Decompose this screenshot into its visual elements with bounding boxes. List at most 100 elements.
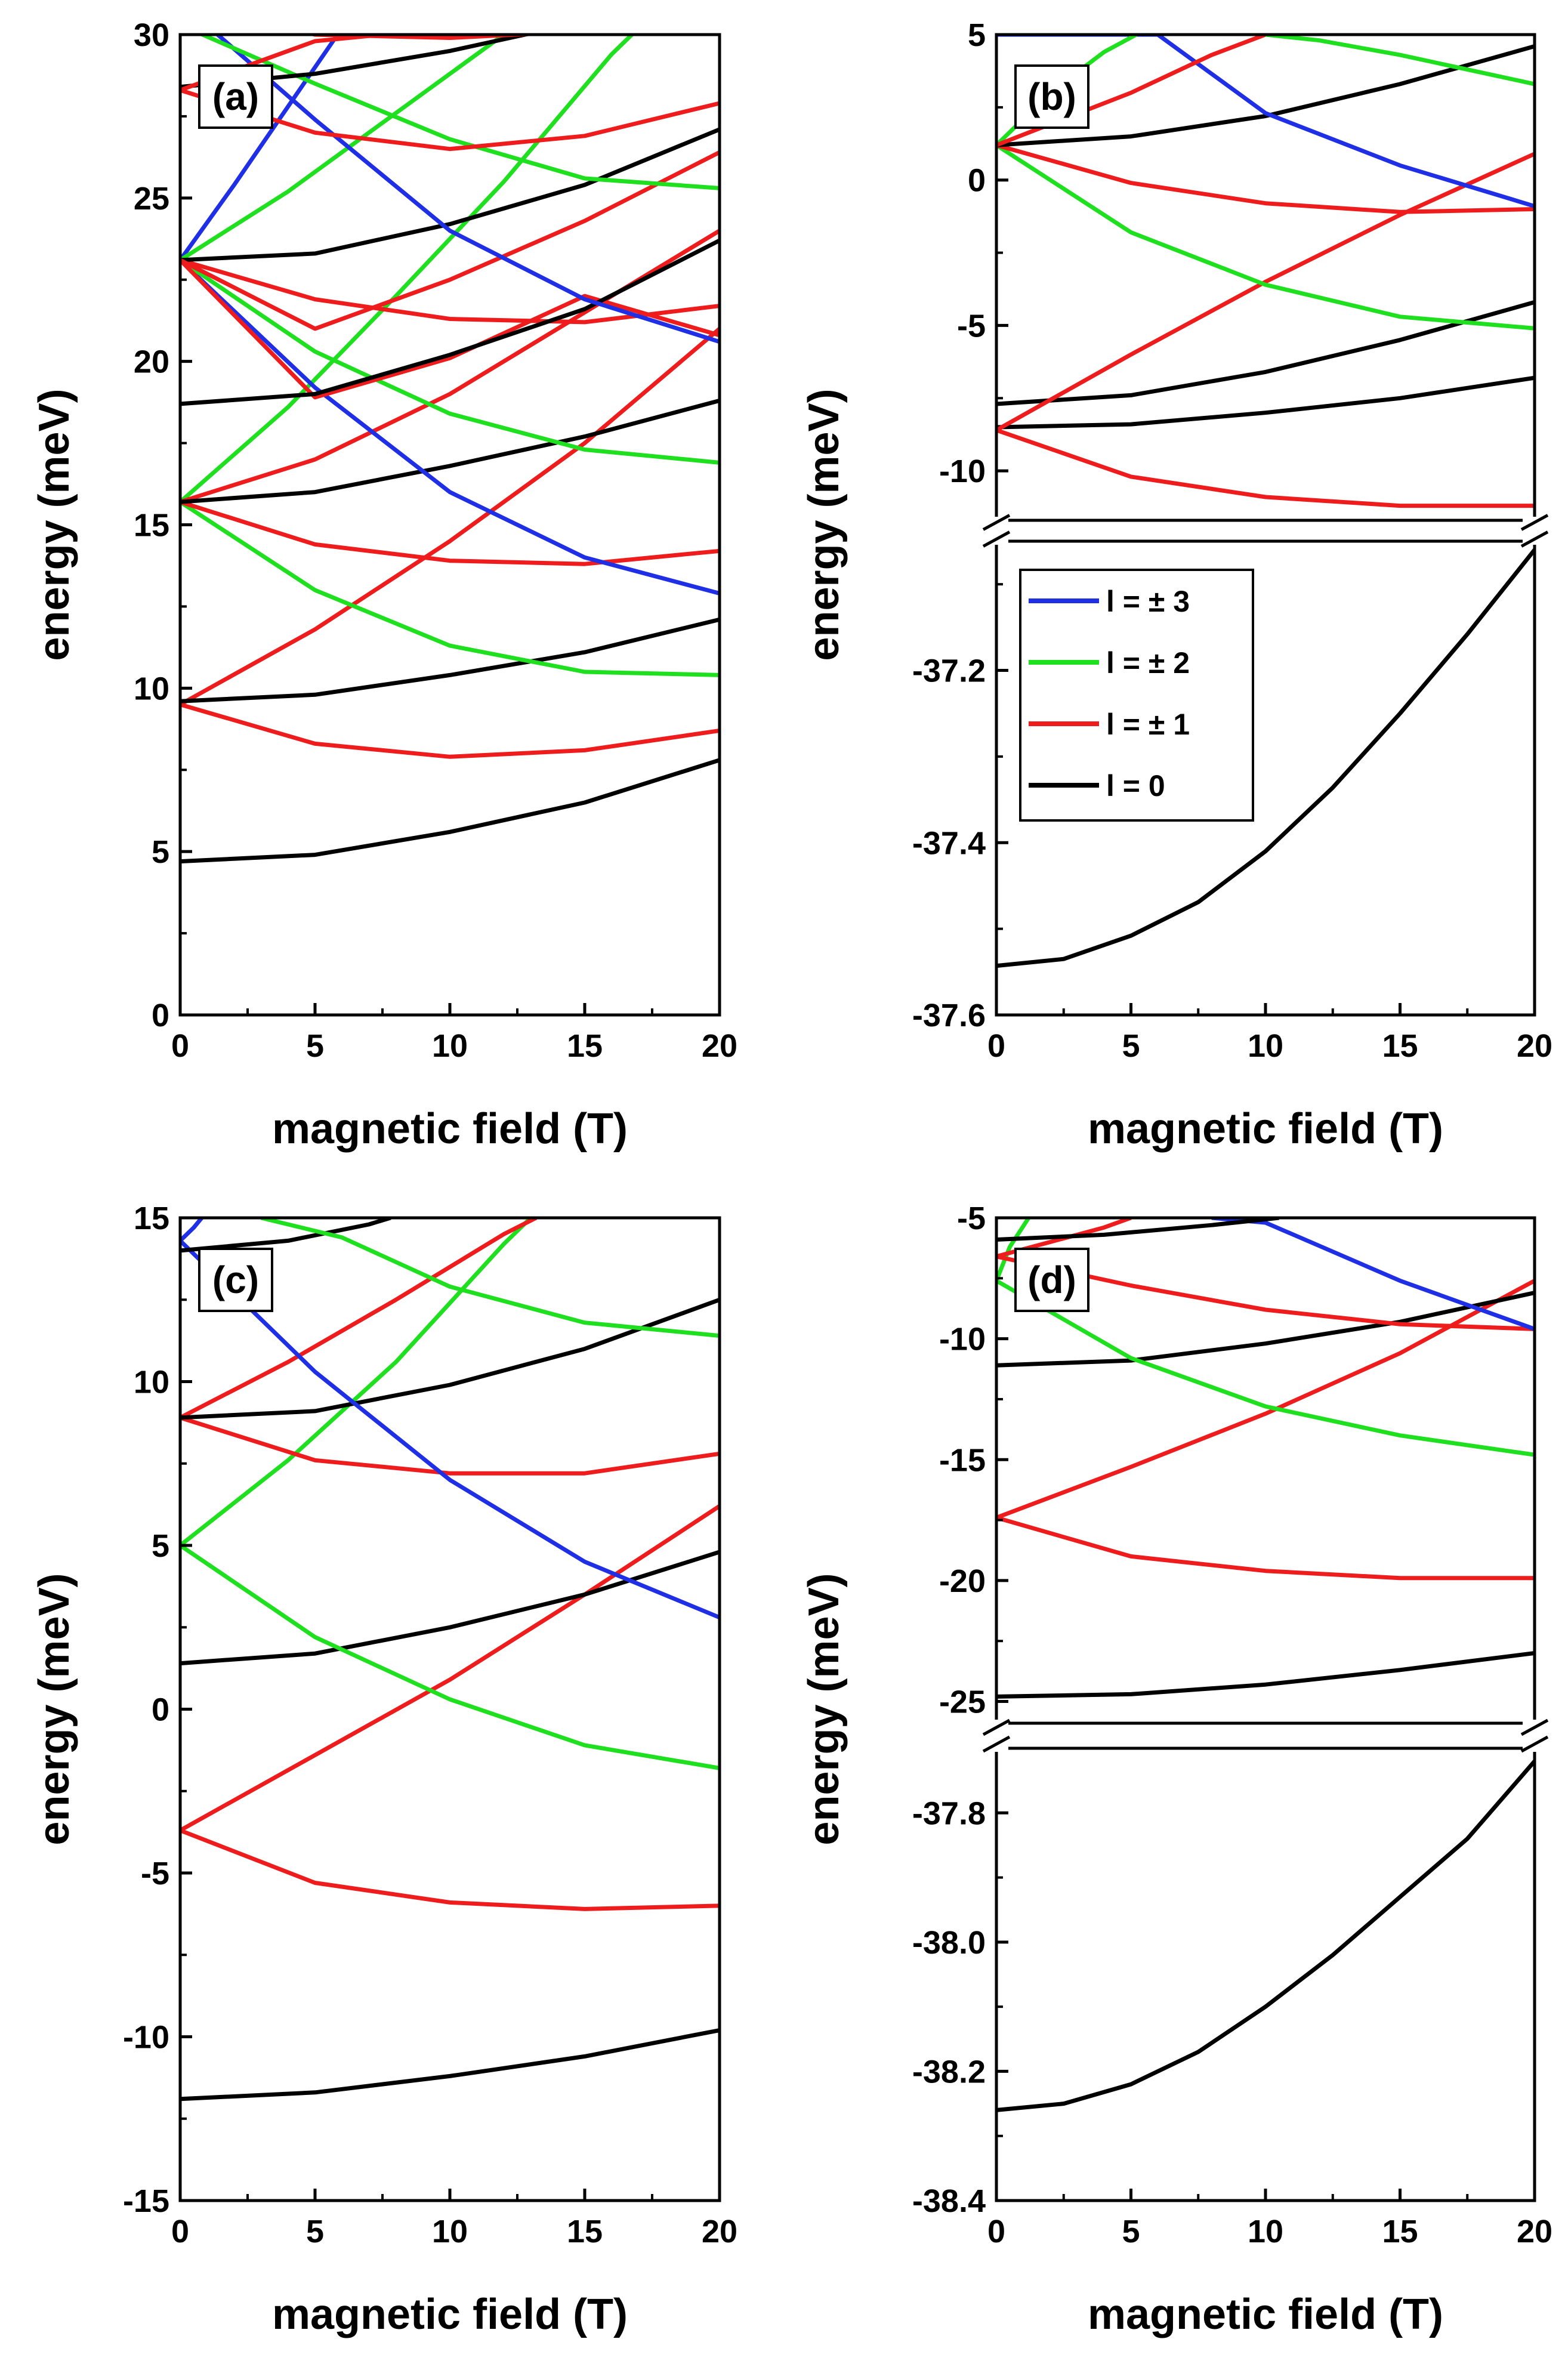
series-line-l2-19 (197, 35, 720, 190)
plot-frame (995, 1216, 1536, 2202)
series-line-l1-1 (180, 702, 720, 759)
y-tick-label: -37.4 (912, 825, 986, 861)
series-group (180, 1218, 720, 2102)
x-tick-label: 0 (987, 1028, 1005, 1064)
y-tick-label: -10 (939, 453, 986, 489)
x-tick-label: 15 (1382, 2214, 1418, 2249)
series-line-l2-5 (180, 1218, 533, 1547)
series-line-l2-12 (180, 35, 511, 262)
series-line-l1-3 (996, 428, 1535, 508)
panel-a: 0 5 10 15 20 magnetic field (T) 0 5 10 15 20 25 30 en… (30, 17, 737, 1153)
frame-upper (995, 1216, 1536, 1725)
x-tick-label: 0 (171, 1028, 189, 1064)
x-tick-label: 5 (1122, 1028, 1140, 1064)
series-line-l2-6 (996, 1218, 1031, 1282)
x-tick-label: 5 (1122, 2214, 1140, 2249)
y-tick-label: -10 (939, 1322, 986, 1357)
y-tick-label: -37.6 (912, 998, 986, 1033)
series-line-l0-4 (996, 1291, 1535, 1368)
frame-lower (995, 1748, 1536, 2202)
series-line-l2-5 (996, 143, 1535, 331)
x-tick-label: 15 (567, 1028, 603, 1064)
series-line-l2-11 (180, 258, 720, 465)
y-axis-title: energy (meV) (800, 1573, 848, 1845)
y-tick-label: -37.8 (912, 1795, 986, 1831)
series-line-l2-12 (260, 1218, 720, 1338)
series-line-l0-16 (180, 127, 720, 263)
series-line-l0-0 (996, 1760, 1535, 2112)
y-tick-label: -38.2 (912, 2054, 986, 2090)
series-line-l0-3 (180, 1550, 720, 1666)
y-tick-label: 30 (134, 17, 169, 53)
x-axis: 0 5 10 15 20 magnetic field (T) (987, 1003, 1552, 1153)
y-tick-label: -25 (939, 1684, 986, 1720)
axis-break-mark (1520, 514, 1549, 548)
y-tick-label: 5 (152, 834, 169, 870)
series-line-l0-2 (996, 300, 1535, 406)
y-tick-label: 25 (134, 181, 169, 217)
series-line-l1-2 (180, 1504, 720, 1832)
y-tick-label: 20 (134, 344, 169, 380)
panel-label-text: (b) (1027, 75, 1076, 118)
legend-item-l2: l = ± 2 (1029, 646, 1190, 680)
x-tick-label: 5 (306, 1028, 324, 1064)
series-line-l1-6 (180, 499, 720, 566)
series-line-l1-4 (996, 152, 1535, 432)
series-line-l1-6 (180, 1415, 720, 1476)
y-tick-label: 10 (134, 1365, 169, 1400)
y-tick-label: -37.2 (912, 653, 986, 689)
series-line-l0-0 (180, 758, 720, 864)
legend-item-l3: l = ± 3 (1029, 585, 1190, 618)
x-tick-label: 15 (567, 2214, 603, 2249)
y-tick-label: -5 (141, 1856, 169, 1891)
x-tick-label: 0 (171, 2214, 189, 2249)
axis-break-mark (1520, 1718, 1549, 1753)
x-tick-label: 20 (1517, 1028, 1552, 1064)
legend-label: l = ± 3 (1106, 585, 1190, 618)
panel-label: (c) (198, 1248, 273, 1312)
frame-upper (995, 33, 1536, 522)
x-tick-label: 20 (702, 2214, 737, 2249)
series-line-l1-17 (180, 150, 720, 331)
legend-item-l1: l = ± 1 (1029, 708, 1190, 741)
series-line-l1-2 (996, 1516, 1535, 1581)
series-group (180, 35, 720, 864)
x-axis-title: magnetic field (T) (1088, 2291, 1443, 2338)
series-line-l1-7 (180, 1218, 538, 1420)
y-axis-title: energy (meV) (800, 388, 848, 661)
series-line-l0-8 (180, 1298, 720, 1420)
series-line-l1-2 (180, 327, 720, 706)
y-tick-label: -20 (939, 1563, 986, 1599)
y-tick-label: 15 (134, 1201, 169, 1236)
y-tick-label: -10 (123, 2020, 169, 2056)
legend-item-l0: l = 0 (1029, 769, 1165, 803)
panel-label-text: (c) (212, 1258, 259, 1301)
y-tick-label: 0 (152, 1692, 169, 1728)
series-line-l3-8 (996, 35, 1535, 208)
y-tick-label: -38.4 (912, 2183, 986, 2219)
panel-b: 0 5 10 15 20 magnetic field (T) -10 -5 0 5 -37.6 -3… (800, 17, 1552, 1153)
series-line-l0-10 (996, 1218, 1279, 1242)
series-line-l0-1 (996, 375, 1535, 430)
y-axis-title: energy (meV) (30, 388, 78, 661)
y-axis-title: energy (meV) (30, 1573, 78, 1845)
y-tick-label: -15 (939, 1442, 986, 1478)
series-line-l2-5 (180, 35, 635, 504)
series-line-l2-4 (180, 500, 720, 677)
x-tick-label: 10 (432, 1028, 468, 1064)
series-line-l3-10 (180, 1218, 203, 1242)
panel-label: (d) (1014, 1248, 1089, 1312)
y-tick-label: 10 (134, 671, 169, 706)
series-line-l0-3 (180, 617, 720, 703)
legend-label: l = ± 1 (1106, 708, 1190, 741)
legend-label: l = ± 2 (1106, 646, 1190, 680)
y-axis: 0 5 10 15 20 25 30 energy (meV) (30, 17, 192, 1033)
series-line-l0-0 (180, 2028, 720, 2102)
y-axis: -15 -10 -5 0 5 10 15 energy (meV) (30, 1201, 192, 2219)
x-axis-title: magnetic field (T) (1088, 1105, 1443, 1153)
x-tick-label: 20 (1517, 2214, 1552, 2249)
x-tick-label: 0 (987, 2214, 1005, 2249)
series-group (996, 1218, 1535, 2112)
y-tick-label: -15 (123, 2183, 169, 2219)
